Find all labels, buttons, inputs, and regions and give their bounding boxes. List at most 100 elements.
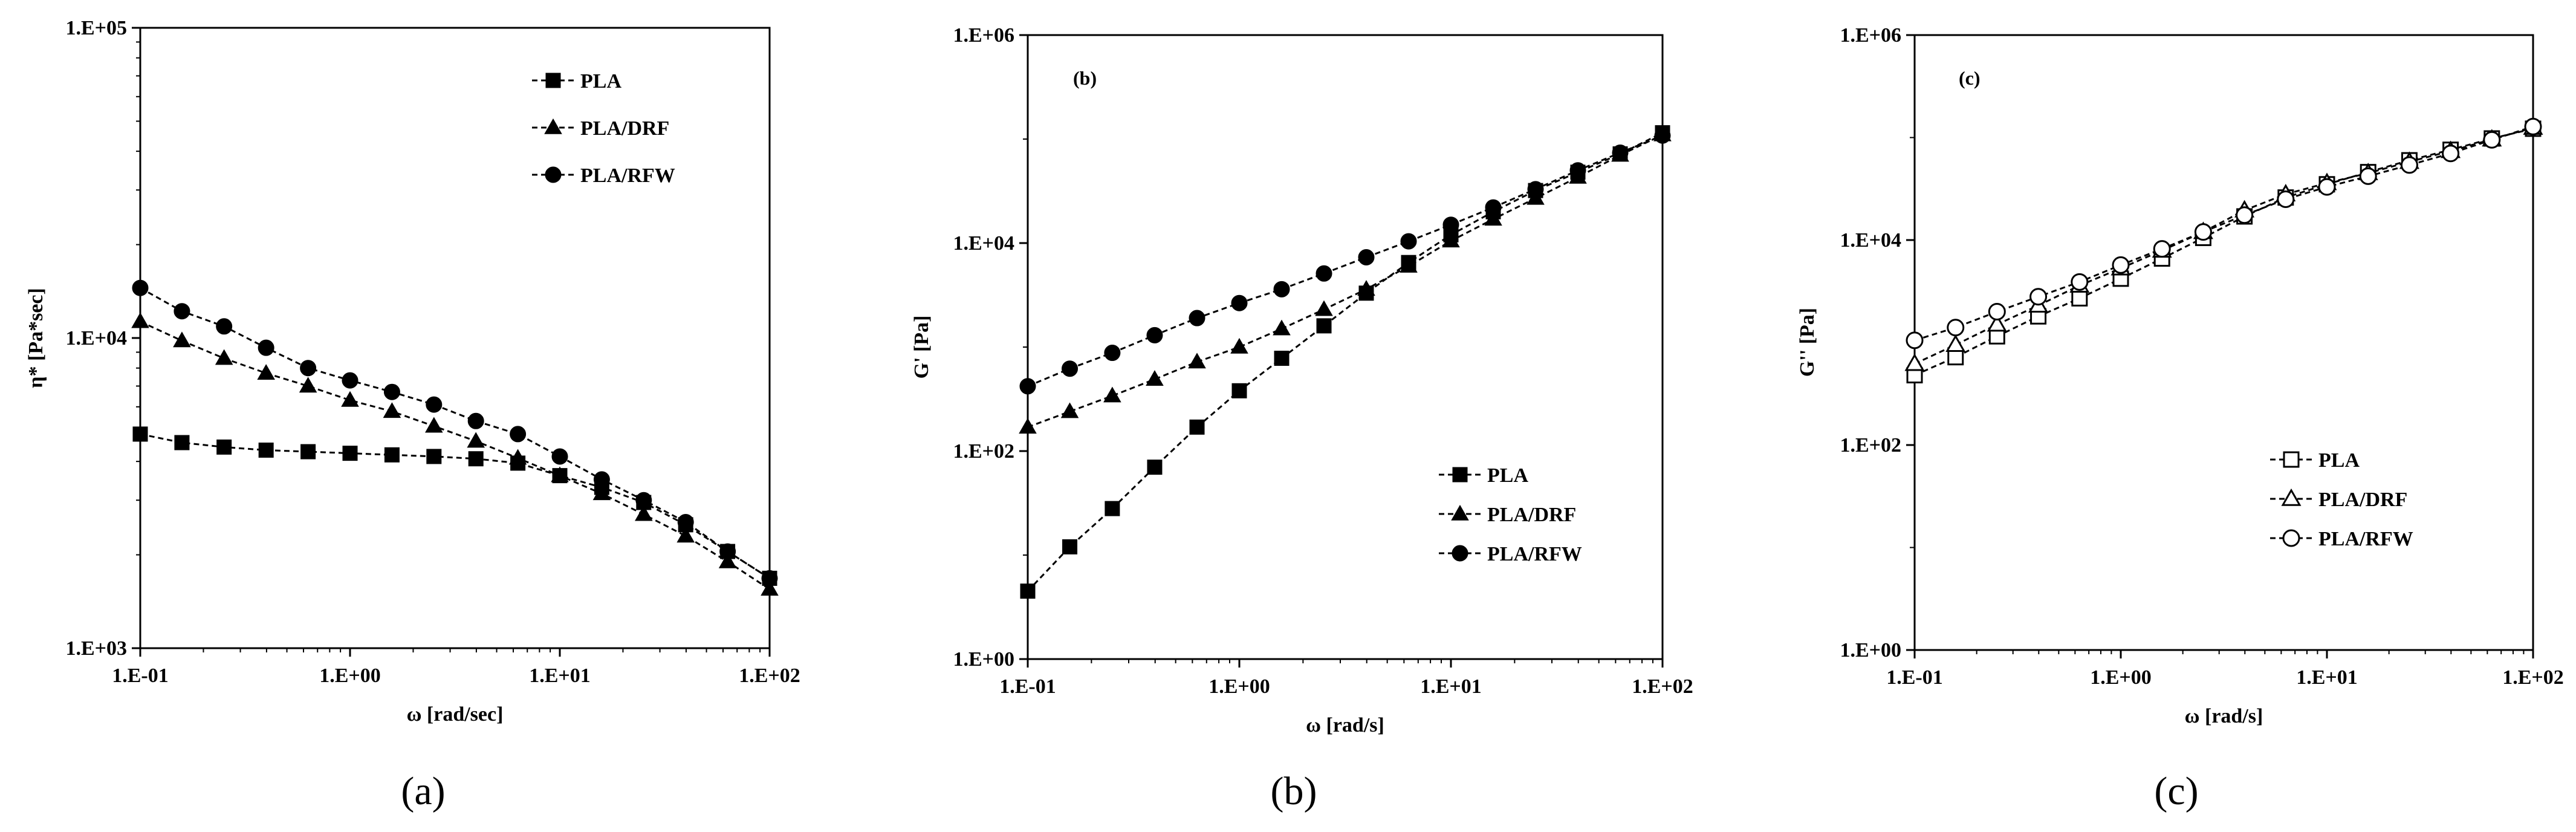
data-point-pla-rfw (1569, 162, 1586, 179)
data-point-pla-drf (425, 417, 443, 433)
data-point-pla-rfw (1146, 327, 1163, 343)
x-tick-label: 1.E+02 (1632, 675, 1693, 698)
data-point-pla-rfw (510, 426, 527, 443)
data-point-pla-rfw (1104, 345, 1121, 362)
x-tick-label: 1.E-01 (999, 675, 1056, 698)
y-tick-label: 1.E+05 (65, 17, 127, 39)
data-point-pla-rfw (1654, 127, 1671, 144)
data-point-pla-rfw (216, 318, 233, 335)
y-tick-label: 1.E+06 (1840, 24, 1901, 47)
series-line-pla-rfw (1914, 125, 2534, 342)
data-point-pla-drf (1357, 280, 1375, 296)
data-point-pla-drf (1103, 386, 1121, 403)
data-point-pla-rfw (719, 543, 736, 560)
data-point-pla-rfw (300, 360, 317, 377)
y-tick-label: 1.E+06 (953, 24, 1014, 47)
legend-label: PLA/DRF (1487, 504, 1576, 526)
data-point-pla-rfw (593, 471, 610, 488)
data-point-pla-rfw (2483, 131, 2501, 149)
y-tick-label: 1.E+04 (953, 232, 1014, 255)
data-point-pla (384, 447, 400, 463)
data-point-pla-rfw (2442, 145, 2460, 163)
x-tick-label: 1.E+00 (1209, 675, 1270, 698)
legend-marker (1452, 467, 1468, 483)
data-point-pla-rfw (1189, 310, 1205, 327)
panel-caption: (c) (2154, 769, 2198, 813)
data-point-pla-drf (1904, 353, 1925, 371)
panel-caption: (b) (1271, 769, 1317, 813)
plot-frame (1913, 34, 2534, 651)
data-point-pla-drf (508, 449, 527, 465)
data-point-pla-drf (299, 377, 317, 393)
plot-frame (139, 27, 771, 649)
data-point-pla-drf (1987, 314, 2007, 332)
data-point-pla-drf (341, 391, 359, 407)
data-point-pla-rfw (342, 372, 358, 389)
y-tick-label: 1.E+02 (953, 440, 1014, 463)
panel-caption: (a) (401, 769, 445, 813)
data-point-pla-drf (383, 402, 401, 418)
x-tick-label: 1.E+02 (739, 665, 800, 687)
y-axis-label: G'' [Pa] (1796, 308, 1818, 377)
data-point-pla-drf (676, 527, 695, 543)
panel-b: 1.E-01 1.E+00 1.E+01 1.E+02 1.E+00 1.E+02 1.E+… (910, 24, 1693, 813)
data-point-pla (426, 449, 442, 464)
legend-marker (1452, 545, 1468, 562)
data-point-pla-drf (1442, 232, 1460, 248)
panel-a: 1.E-01 1.E+00 1.E+01 1.E+02 1.E+03 1.E+04 1.E+… (25, 17, 800, 813)
data-point-pla-rfw (1316, 265, 1332, 282)
data-point-pla-drf (131, 312, 149, 328)
x-axis-label: ω [rad/sec] (407, 703, 504, 726)
data-point-pla-rfw (1400, 233, 1417, 250)
legend-marker (545, 73, 561, 88)
data-point-pla-drf (551, 466, 569, 483)
data-point-pla (300, 444, 316, 460)
x-axis-label: ω [rad/s] (2185, 705, 2263, 727)
data-point-pla-drf (761, 580, 779, 596)
panel-c: 1.E-01 1.E+00 1.E+01 1.E+02 1.E+00 1.E+02 1.E+… (1796, 24, 2564, 813)
y-tick-label: 1.E+00 (953, 648, 1014, 671)
series-line-pla (1914, 128, 2534, 376)
data-point-pla-rfw (174, 303, 190, 320)
data-point-pla-rfw (677, 513, 694, 530)
y-tick-label: 1.E+04 (65, 327, 127, 349)
data-point-pla-drf (1060, 402, 1079, 418)
legend-marker (544, 118, 562, 134)
data-point-pla-rfw (1612, 144, 1629, 161)
y-tick-label: 1.E+02 (1840, 434, 1901, 457)
panel-label: (b) (1073, 67, 1097, 89)
data-point-pla-rfw (1988, 302, 2006, 320)
data-point-pla-rfw (2236, 206, 2254, 224)
x-axis-label: ω [rad/s] (1306, 714, 1384, 736)
data-point-pla-rfw (1442, 216, 1459, 233)
data-point-pla (342, 446, 358, 461)
data-point-pla-drf (1484, 210, 1502, 226)
data-point-pla (2071, 290, 2088, 307)
x-tick-label: 1.E-01 (1886, 666, 1943, 689)
data-point-pla-drf (467, 432, 485, 448)
legend-label: PLA/RFW (1487, 543, 1582, 565)
data-point-pla-rfw (2400, 156, 2418, 174)
data-point-pla (1231, 383, 1247, 398)
x-tick-label: 1.E+00 (319, 665, 381, 687)
data-point-pla-rfw (2277, 190, 2295, 209)
data-point-pla (1274, 351, 1290, 366)
legend-label: PLA (2318, 449, 2360, 472)
y-tick-label: 1.E+04 (1840, 229, 1901, 252)
panel-label: (c) (1959, 67, 1981, 89)
x-tick-label: 1.E+01 (1420, 675, 1482, 698)
legend-label: PLA/RFW (2318, 528, 2413, 550)
data-point-pla-drf (1019, 418, 1037, 434)
data-point-pla-rfw (1273, 281, 1290, 297)
legend-marker (2281, 488, 2302, 506)
data-point-pla-drf (592, 484, 611, 501)
data-point-pla-rfw (761, 570, 778, 587)
data-point-pla-rfw (1527, 181, 1544, 198)
data-point-pla (1316, 318, 1332, 334)
legend-marker (2283, 451, 2300, 468)
x-tick-label: 1.E+01 (529, 665, 591, 687)
data-point-pla (132, 426, 148, 442)
data-point-pla-drf (635, 505, 653, 521)
legend-label: PLA (580, 70, 621, 93)
